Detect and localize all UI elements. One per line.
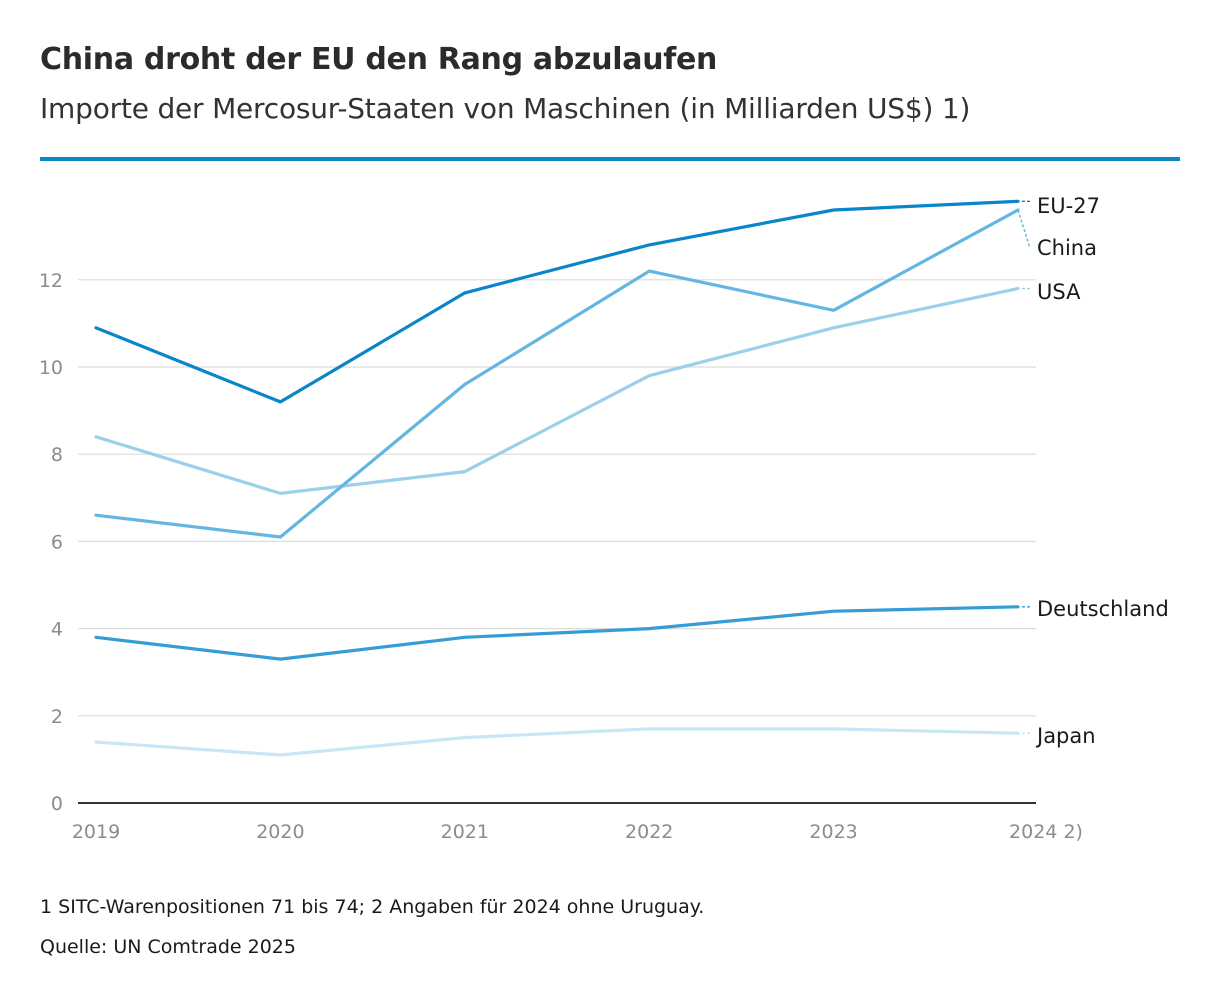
series-line-deutschland [94, 605, 1020, 661]
series-line-eu-27 [94, 199, 1020, 404]
series-line-japan [94, 727, 1020, 757]
chart-title: China droht der EU den Rang abzulaufen [40, 42, 718, 77]
footnote: 1 SITC-Warenpositionen 71 bis 74; 2 Anga… [40, 896, 705, 918]
series-lines [94, 199, 1020, 757]
x-axis-ticks: 2019 2020 2021 2022 2023 2024 2) [72, 821, 1083, 843]
chart-subtitle: Importe der Mercosur-Staaten von Maschin… [40, 92, 971, 125]
y-tick-label-8: 8 [51, 444, 63, 466]
y-tick-label-6: 6 [51, 531, 63, 553]
series-line-china [94, 208, 1020, 539]
series-label-japan: Japan [1035, 724, 1096, 748]
series-labels: Japan Deutschland USA China EU-27 [1017, 194, 1169, 748]
series-label-eu-27: EU-27 [1037, 194, 1100, 218]
label-leader-china [1017, 209, 1031, 249]
series-line-usa [94, 286, 1020, 495]
y-tick-label-4: 4 [51, 619, 63, 641]
x-tick-label-2024: 2024 2) [1009, 821, 1083, 843]
x-tick-label-2020: 2020 [256, 821, 304, 843]
x-tick-label-2019: 2019 [72, 821, 120, 843]
source-note: Quelle: UN Comtrade 2025 [40, 936, 296, 958]
y-tick-label-10: 10 [39, 357, 63, 379]
x-tick-label-2022: 2022 [625, 821, 673, 843]
grid-lines [78, 279, 1036, 804]
x-tick-label-2023: 2023 [809, 821, 857, 843]
y-tick-label-2: 2 [51, 706, 63, 728]
y-axis-ticks: 0 2 4 6 8 10 12 [39, 270, 63, 815]
y-tick-label-12: 12 [39, 270, 63, 292]
title-rule [40, 157, 1180, 161]
series-label-china: China [1037, 236, 1097, 260]
series-label-usa: USA [1037, 280, 1081, 304]
y-tick-label-0: 0 [51, 793, 63, 815]
series-label-deutschland: Deutschland [1037, 597, 1169, 621]
x-tick-label-2021: 2021 [441, 821, 489, 843]
